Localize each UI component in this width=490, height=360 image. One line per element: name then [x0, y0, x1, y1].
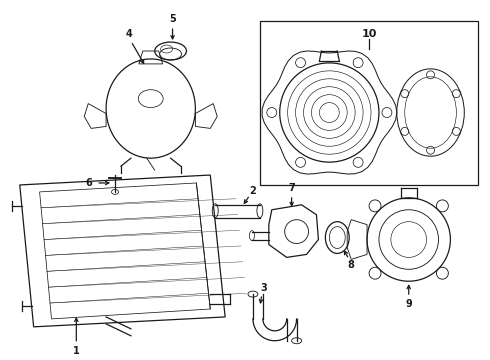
Text: 5: 5 [169, 14, 176, 24]
Text: 9: 9 [405, 299, 412, 309]
Text: 10: 10 [361, 29, 377, 39]
Text: 2: 2 [249, 186, 256, 196]
Text: 7: 7 [288, 183, 295, 193]
Text: 8: 8 [348, 260, 355, 270]
Text: 1: 1 [73, 346, 80, 356]
Text: 6: 6 [86, 178, 93, 188]
Text: 4: 4 [125, 29, 132, 39]
Text: 3: 3 [261, 283, 267, 293]
Bar [260, 21, 478, 185]
